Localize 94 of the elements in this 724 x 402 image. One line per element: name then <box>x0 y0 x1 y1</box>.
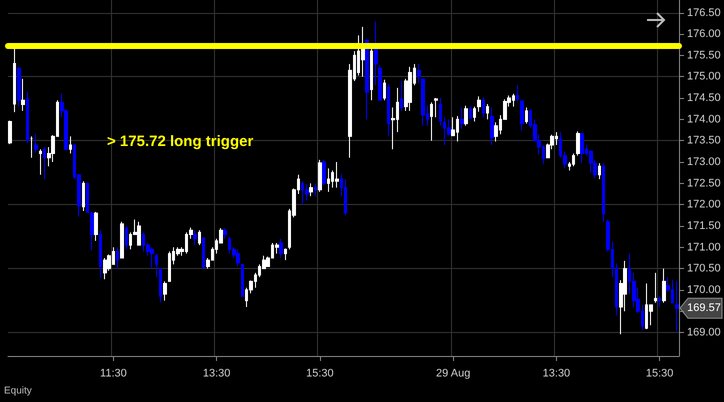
y-tick-label: 174.50 <box>687 92 721 104</box>
candlestick <box>103 257 107 280</box>
y-tick-label: 170.50 <box>687 262 721 275</box>
candlestick <box>598 162 601 180</box>
candlestick <box>417 63 421 84</box>
candlestick <box>275 242 279 254</box>
annotation: > 175.72 long trigger <box>107 133 254 150</box>
candlestick <box>120 221 124 258</box>
candlestick <box>464 105 468 126</box>
candlestick <box>163 280 167 302</box>
candlestick <box>318 159 322 192</box>
candlestick <box>8 120 12 145</box>
candlestick <box>572 152 575 167</box>
candlestick <box>580 132 584 164</box>
candlestick <box>150 246 154 270</box>
candlestick <box>658 296 661 308</box>
y-tick-label: 176.00 <box>687 28 721 40</box>
candlestick <box>421 78 425 126</box>
x-tick-label: 15:30 <box>646 368 674 380</box>
candlestick <box>469 106 472 120</box>
x-tick-label: 13:30 <box>542 368 570 380</box>
candlestick <box>236 248 240 267</box>
candlestick <box>378 64 382 101</box>
candlestick <box>198 230 201 246</box>
candlestick <box>434 98 438 118</box>
candlestick <box>490 106 494 146</box>
candlestick <box>159 268 162 304</box>
candlestick <box>654 272 657 304</box>
candlestick <box>327 168 330 192</box>
candlestick <box>516 84 519 102</box>
candlestick <box>460 107 464 130</box>
y-tick-label: 172.50 <box>687 177 721 190</box>
candlestick <box>525 106 528 124</box>
y-tick-label: 174.00 <box>687 113 721 126</box>
y-tick-label: 169.00 <box>687 326 721 339</box>
candlestick <box>34 133 38 154</box>
candlestick <box>662 268 666 304</box>
y-tick-label: 171.50 <box>687 220 721 232</box>
y-tick-label: 175.00 <box>687 70 721 83</box>
candlestick <box>408 66 412 112</box>
candlestick <box>602 162 605 222</box>
text: 169.57 <box>687 302 721 314</box>
candlestick <box>309 182 313 197</box>
candlestick <box>279 238 283 258</box>
y-tick-label: 173.00 <box>687 156 721 168</box>
candlestick <box>168 251 171 282</box>
candlestick <box>374 20 378 86</box>
candlestick <box>383 79 386 101</box>
candlestick <box>520 100 524 131</box>
x-tick-label: 11:30 <box>100 368 127 380</box>
x-tick-label: 15:30 <box>306 368 334 380</box>
x-tick-label: 29 Aug <box>436 368 470 380</box>
candlestick <box>193 230 197 246</box>
candlestick <box>39 148 42 176</box>
candlestick <box>387 84 390 137</box>
candlestick <box>322 159 326 186</box>
candlestick <box>305 184 309 201</box>
candlestick <box>675 280 679 332</box>
candlestick <box>477 96 481 112</box>
candlestick <box>400 80 403 112</box>
candlestick <box>284 248 287 261</box>
candlestick <box>82 180 85 212</box>
y-tick-label: 176.50 <box>687 6 721 19</box>
candlestick <box>116 246 119 270</box>
candlestick <box>155 253 158 278</box>
y-tick-label: 173.50 <box>687 134 721 147</box>
text: Equity <box>4 386 32 396</box>
candlestick <box>125 225 128 250</box>
candlestick <box>486 104 489 120</box>
candlestick <box>223 228 227 240</box>
y-tick-label: 171.00 <box>687 241 721 254</box>
candlestick <box>335 162 339 188</box>
candlestick <box>26 91 29 144</box>
candlestick <box>576 130 580 156</box>
candlestick <box>430 102 433 142</box>
candlestick <box>482 96 485 118</box>
candlestick <box>439 98 442 126</box>
candlestick <box>94 211 98 242</box>
candlestick <box>473 106 476 122</box>
candlestick <box>202 237 205 270</box>
x-tick-label: 13:30 <box>202 368 230 380</box>
candlestick <box>17 66 21 108</box>
candlestick <box>13 46 16 113</box>
candlestick <box>69 136 72 154</box>
y-tick-label: 175.50 <box>687 49 721 62</box>
y-tick-label: 170.00 <box>687 284 721 296</box>
candlestick <box>137 221 141 246</box>
candlestick <box>21 78 25 112</box>
candlestick <box>314 182 317 197</box>
candlestick <box>30 136 33 158</box>
candlestick <box>43 146 46 180</box>
candlestick <box>241 264 244 297</box>
candlestick <box>99 230 102 278</box>
y-tick-label: 172.00 <box>687 198 721 211</box>
